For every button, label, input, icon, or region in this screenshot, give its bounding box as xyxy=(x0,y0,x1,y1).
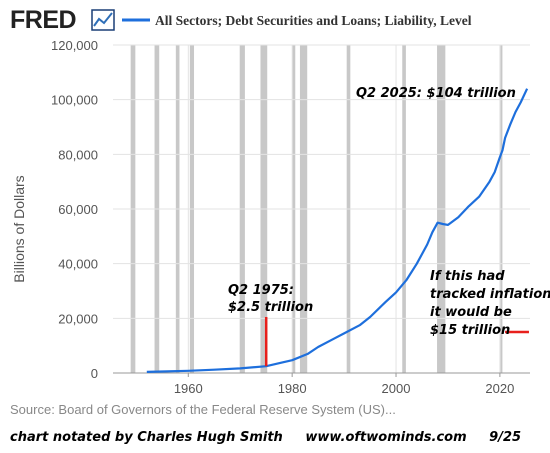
annotation-inflation-line1: If this had xyxy=(430,269,505,284)
annotation-q2-1975-line1: Q2 1975: xyxy=(228,283,294,298)
y-tick-label: 40,000 xyxy=(58,257,98,272)
fred-sparkline-icon xyxy=(91,9,115,31)
footer-author: chart notated by Charles Hugh Smith xyxy=(10,430,283,445)
x-tick-label: 1980 xyxy=(278,381,307,396)
x-tick-label: 1960 xyxy=(174,381,203,396)
annotation-inflation-line3: it would be xyxy=(430,305,512,320)
annotations: Q2 2025: $104 trillion Q2 1975: $2.5 tri… xyxy=(228,86,550,338)
legend: All Sectors; Debt Securities and Loans; … xyxy=(122,13,472,28)
annotation-q2-2025: Q2 2025: $104 trillion xyxy=(356,86,516,101)
source-note[interactable]: Source: Board of Governors of the Federa… xyxy=(10,402,396,417)
fred-logo-text: FRED xyxy=(10,6,76,34)
y-tick-label: 80,000 xyxy=(58,147,98,162)
y-tick-label: 120,000 xyxy=(51,38,98,53)
y-tick-label: 100,000 xyxy=(51,93,98,108)
footer-credit: chart notated by Charles Hugh Smith www.… xyxy=(10,430,539,445)
plot-area: 0 20,000 40,000 60,000 80,000 100,000 120,000 1… xyxy=(11,38,530,396)
y-tick-label: 20,000 xyxy=(58,311,98,326)
y-tick-label: 0 xyxy=(91,366,98,381)
y-tick-label: 60,000 xyxy=(58,202,98,217)
annotation-q2-1975-line2: $2.5 trillion xyxy=(228,300,313,315)
series-line xyxy=(146,88,529,373)
fred-logo[interactable]: FRED xyxy=(10,6,115,34)
legend-label: All Sectors; Debt Securities and Loans; … xyxy=(155,13,472,28)
footer-website: www.oftwominds.com xyxy=(305,430,467,445)
annotation-inflation-line4: $15 trillion xyxy=(430,323,510,338)
x-tick-label: 2000 xyxy=(382,381,411,396)
footer-date: 9/25 xyxy=(489,430,522,445)
annotation-inflation-line2: tracked inflation, xyxy=(430,287,550,302)
y-axis-label: Billions of Dollars xyxy=(11,175,27,282)
x-tick-label: 2020 xyxy=(485,381,514,396)
